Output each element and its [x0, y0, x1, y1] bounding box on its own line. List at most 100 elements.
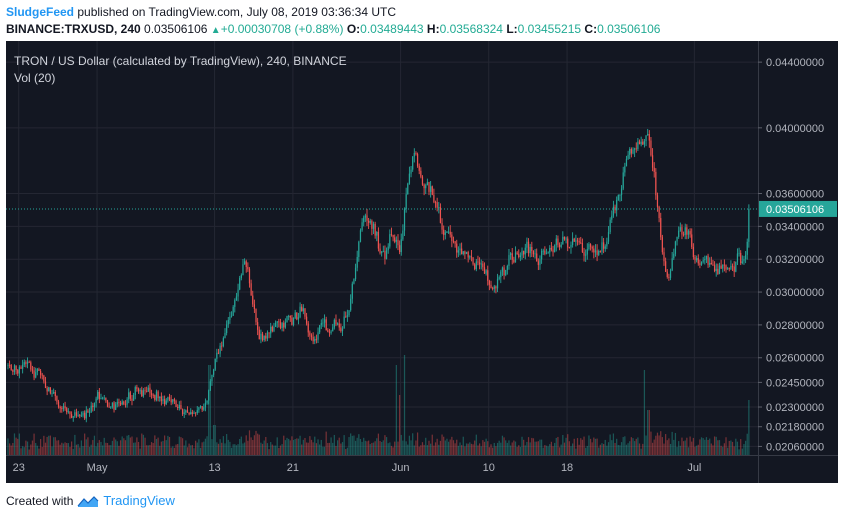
candle-body	[62, 406, 65, 409]
candle-body	[741, 261, 743, 264]
volume-bar	[178, 436, 180, 455]
candle-body	[271, 326, 273, 332]
candle-body	[503, 267, 505, 276]
volume-bar	[537, 441, 539, 455]
candle-body	[196, 410, 198, 414]
volume-bar	[643, 370, 646, 455]
candle-body	[482, 263, 484, 268]
volume-bar	[142, 434, 145, 455]
volume-bar	[717, 440, 719, 455]
candle-body	[434, 202, 437, 204]
candle-body	[374, 223, 376, 236]
volume-bar	[129, 437, 131, 455]
candle-body	[97, 391, 99, 399]
volume-bar	[390, 445, 393, 455]
volume-bar	[70, 441, 73, 455]
volume-bar	[248, 430, 251, 455]
volume-bar	[67, 443, 69, 455]
candle-body	[30, 362, 32, 370]
candle-body	[204, 402, 207, 408]
volume-bar	[243, 442, 246, 455]
volume-bar	[456, 439, 458, 455]
candle-body	[702, 260, 704, 262]
volume-bar	[581, 439, 584, 455]
candle-body	[735, 261, 737, 272]
candle-body	[268, 332, 270, 334]
candle-body	[291, 317, 293, 325]
candle-body	[603, 242, 605, 249]
candle-body	[206, 400, 208, 403]
volume-bar	[459, 442, 461, 455]
candle-body	[573, 238, 575, 242]
volume-bar	[149, 444, 151, 455]
price-chart[interactable]: 0.04400000 0.04000000 0.03600000 0.03400000…	[6, 41, 838, 483]
candle-body	[320, 323, 322, 326]
volume-bar	[193, 448, 195, 455]
candle-body	[540, 250, 543, 260]
candle-body	[598, 250, 600, 255]
candle-body	[245, 261, 247, 267]
volume-bar	[740, 439, 742, 455]
tradingview-brand-link[interactable]: TradingView	[103, 493, 175, 508]
volume-bar	[212, 425, 215, 455]
volume-bar	[38, 448, 40, 455]
volume-bar	[222, 436, 224, 455]
volume-bar	[211, 439, 213, 455]
volume-bar	[22, 446, 24, 455]
candle-body	[707, 255, 709, 265]
volume-bar	[624, 436, 626, 455]
candle-body	[366, 215, 368, 221]
volume-bar	[594, 438, 597, 455]
volume-bar	[359, 439, 362, 455]
candle-body	[260, 333, 262, 340]
candle-body	[363, 217, 365, 223]
volume-bar	[658, 435, 660, 455]
volume-bar	[15, 437, 17, 455]
candle-body	[549, 247, 551, 253]
author-link[interactable]: SludgeFeed	[6, 5, 75, 19]
volume-bar	[552, 446, 554, 455]
candle-body	[736, 253, 739, 262]
candle-body	[555, 238, 557, 246]
candle-body	[576, 240, 579, 242]
candle-body	[368, 220, 370, 223]
volume-bar	[206, 436, 208, 455]
volume-bar	[648, 410, 650, 455]
candle-body	[211, 374, 213, 382]
volume-bar	[470, 443, 473, 455]
candle-body	[88, 412, 91, 414]
low-value: 0.03455215	[517, 22, 582, 36]
volume-bar	[133, 442, 135, 455]
volume-bar	[188, 443, 190, 455]
candle-body	[48, 387, 50, 392]
volume-bar	[263, 440, 265, 455]
volume-bar	[503, 437, 505, 455]
candle-body	[353, 279, 355, 284]
candle-body	[348, 310, 350, 316]
volume-bar	[17, 438, 19, 455]
candle-body	[7, 365, 9, 366]
volume-bar	[276, 437, 278, 455]
candle-body	[297, 317, 300, 320]
candle-body	[660, 218, 662, 238]
volume-bar	[524, 445, 526, 455]
price-axis[interactable]	[758, 41, 838, 483]
volume-bar	[363, 437, 365, 455]
time-tick-label: May	[87, 462, 108, 474]
candle-body	[464, 251, 466, 254]
candle-body	[439, 207, 442, 223]
candle-body	[87, 410, 89, 413]
candle-body	[665, 261, 667, 272]
time-axis[interactable]	[6, 455, 838, 483]
candle-body	[98, 391, 100, 400]
volume-bar	[100, 441, 102, 455]
candle-body	[487, 270, 489, 281]
candle-body	[704, 259, 706, 261]
time-tick-label: 13	[208, 462, 220, 474]
volume-bar	[668, 438, 670, 455]
volume-bar	[472, 444, 474, 455]
candle-body	[266, 332, 269, 339]
volume-bar	[155, 438, 158, 455]
volume-bar	[439, 440, 442, 455]
candle-body	[558, 244, 561, 247]
